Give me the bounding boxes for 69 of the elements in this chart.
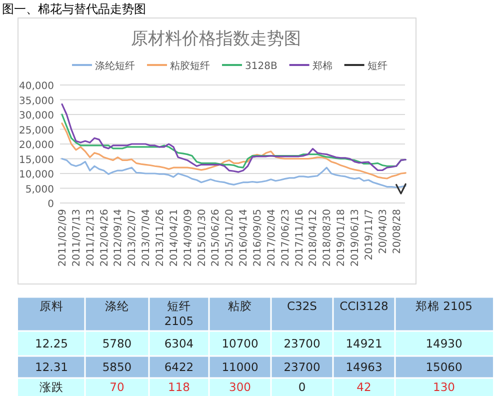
x-tick-label: 2015/01/30 (196, 209, 208, 267)
text: 6422 (164, 360, 194, 374)
text: 14930 (426, 336, 462, 350)
text: 图一、棉花与替代品走势图 (2, 2, 146, 16)
y-tick-label: 10,000 (19, 170, 54, 180)
text: 0 (298, 380, 306, 394)
y-tick-label: 15,000 (19, 154, 54, 166)
text: 10700 (222, 336, 258, 350)
text: 118 (168, 380, 190, 394)
x-tick-label: 2018/08/30 (322, 209, 334, 267)
category-label: 短纤 2105 (164, 299, 194, 328)
legend-label: 涤纶短纤 (95, 60, 135, 72)
chart-title: 原材料价格指数走势图 (131, 29, 301, 49)
x-tick-label: 2019/11/7 (364, 209, 375, 260)
x-tick-label: 2017/06/23 (280, 209, 292, 267)
text: 300 (229, 380, 251, 394)
x-tick-label: 2014/09/09 (182, 209, 194, 267)
category-label: 原料 (40, 299, 64, 313)
category-label: 郑棉 2105 (416, 299, 472, 313)
y-tick-label: 5,000 (25, 184, 54, 196)
x-tick-label: 2011/02/09 (58, 209, 68, 267)
text: 5780 (102, 336, 132, 350)
y-tick-label: 20,000 (19, 140, 54, 151)
text: 5850 (102, 360, 132, 374)
x-tick-label: 2013/11/26 (155, 209, 166, 267)
text: 6304 (164, 336, 194, 350)
x-tick-label: 2016/04/14 (238, 209, 250, 267)
x-tick-label: 20/08/28 (392, 209, 403, 254)
x-tick-label: 2014/04/21 (168, 209, 180, 267)
category-label: CCI3128 (340, 299, 388, 313)
y-tick-label: 35,000 (19, 96, 54, 107)
text: 23700 (284, 360, 320, 374)
x-tick-label: 2017/11/16 (294, 209, 306, 267)
x-tick-label: 2012/04/26 (99, 209, 110, 267)
x-tick-label: 2019/06/13 (350, 209, 362, 267)
x-tick-label: 2015/11/20 (224, 209, 236, 267)
y-tick-label: 40,000 (19, 81, 54, 92)
category-label: 12.31 (35, 360, 68, 374)
text: 70 (110, 380, 124, 394)
y-tick-label: 0 (48, 199, 54, 210)
x-tick-label: 2013/02/07 (127, 209, 138, 267)
text: 11000 (222, 360, 258, 374)
x-tick-label: 2015/06/26 (210, 209, 222, 267)
text: 14921 (346, 336, 382, 350)
legend-label: 短纤 (367, 60, 388, 72)
x-tick-label: 2012/09/14 (113, 209, 124, 267)
legend-label: 3128B (245, 61, 278, 72)
x-tick-label: 2013/07/04 (141, 209, 152, 267)
category-label: C32S (287, 299, 317, 313)
x-tick-label: 2019/01/18 (336, 209, 348, 267)
category-label: 涤纶 (105, 299, 129, 313)
x-tick-label: 2011/07/13 (71, 209, 82, 267)
legend-label: 郑棉 (312, 60, 332, 72)
legend-label: 粘胶短纤 (170, 60, 210, 72)
category-label: 粘胶 (228, 299, 252, 313)
text: 14963 (346, 360, 382, 374)
x-tick-label: 2016/09/05 (252, 209, 264, 267)
text: 42 (356, 380, 372, 394)
x-tick-label: 2011/12/13 (85, 209, 96, 267)
y-tick-label: 25,000 (19, 125, 54, 136)
text: 15060 (426, 360, 462, 374)
category-label: 12.25 (35, 336, 68, 350)
x-tick-label: 2017/02/04 (266, 209, 278, 267)
text: 130 (433, 380, 455, 394)
category-label: 涨跌 (40, 380, 64, 394)
x-tick-label: 20/04/03 (378, 209, 389, 254)
x-tick-label: 2018/04/12 (308, 209, 320, 267)
text: 23700 (284, 336, 320, 350)
y-tick-label: 30,000 (19, 110, 54, 122)
